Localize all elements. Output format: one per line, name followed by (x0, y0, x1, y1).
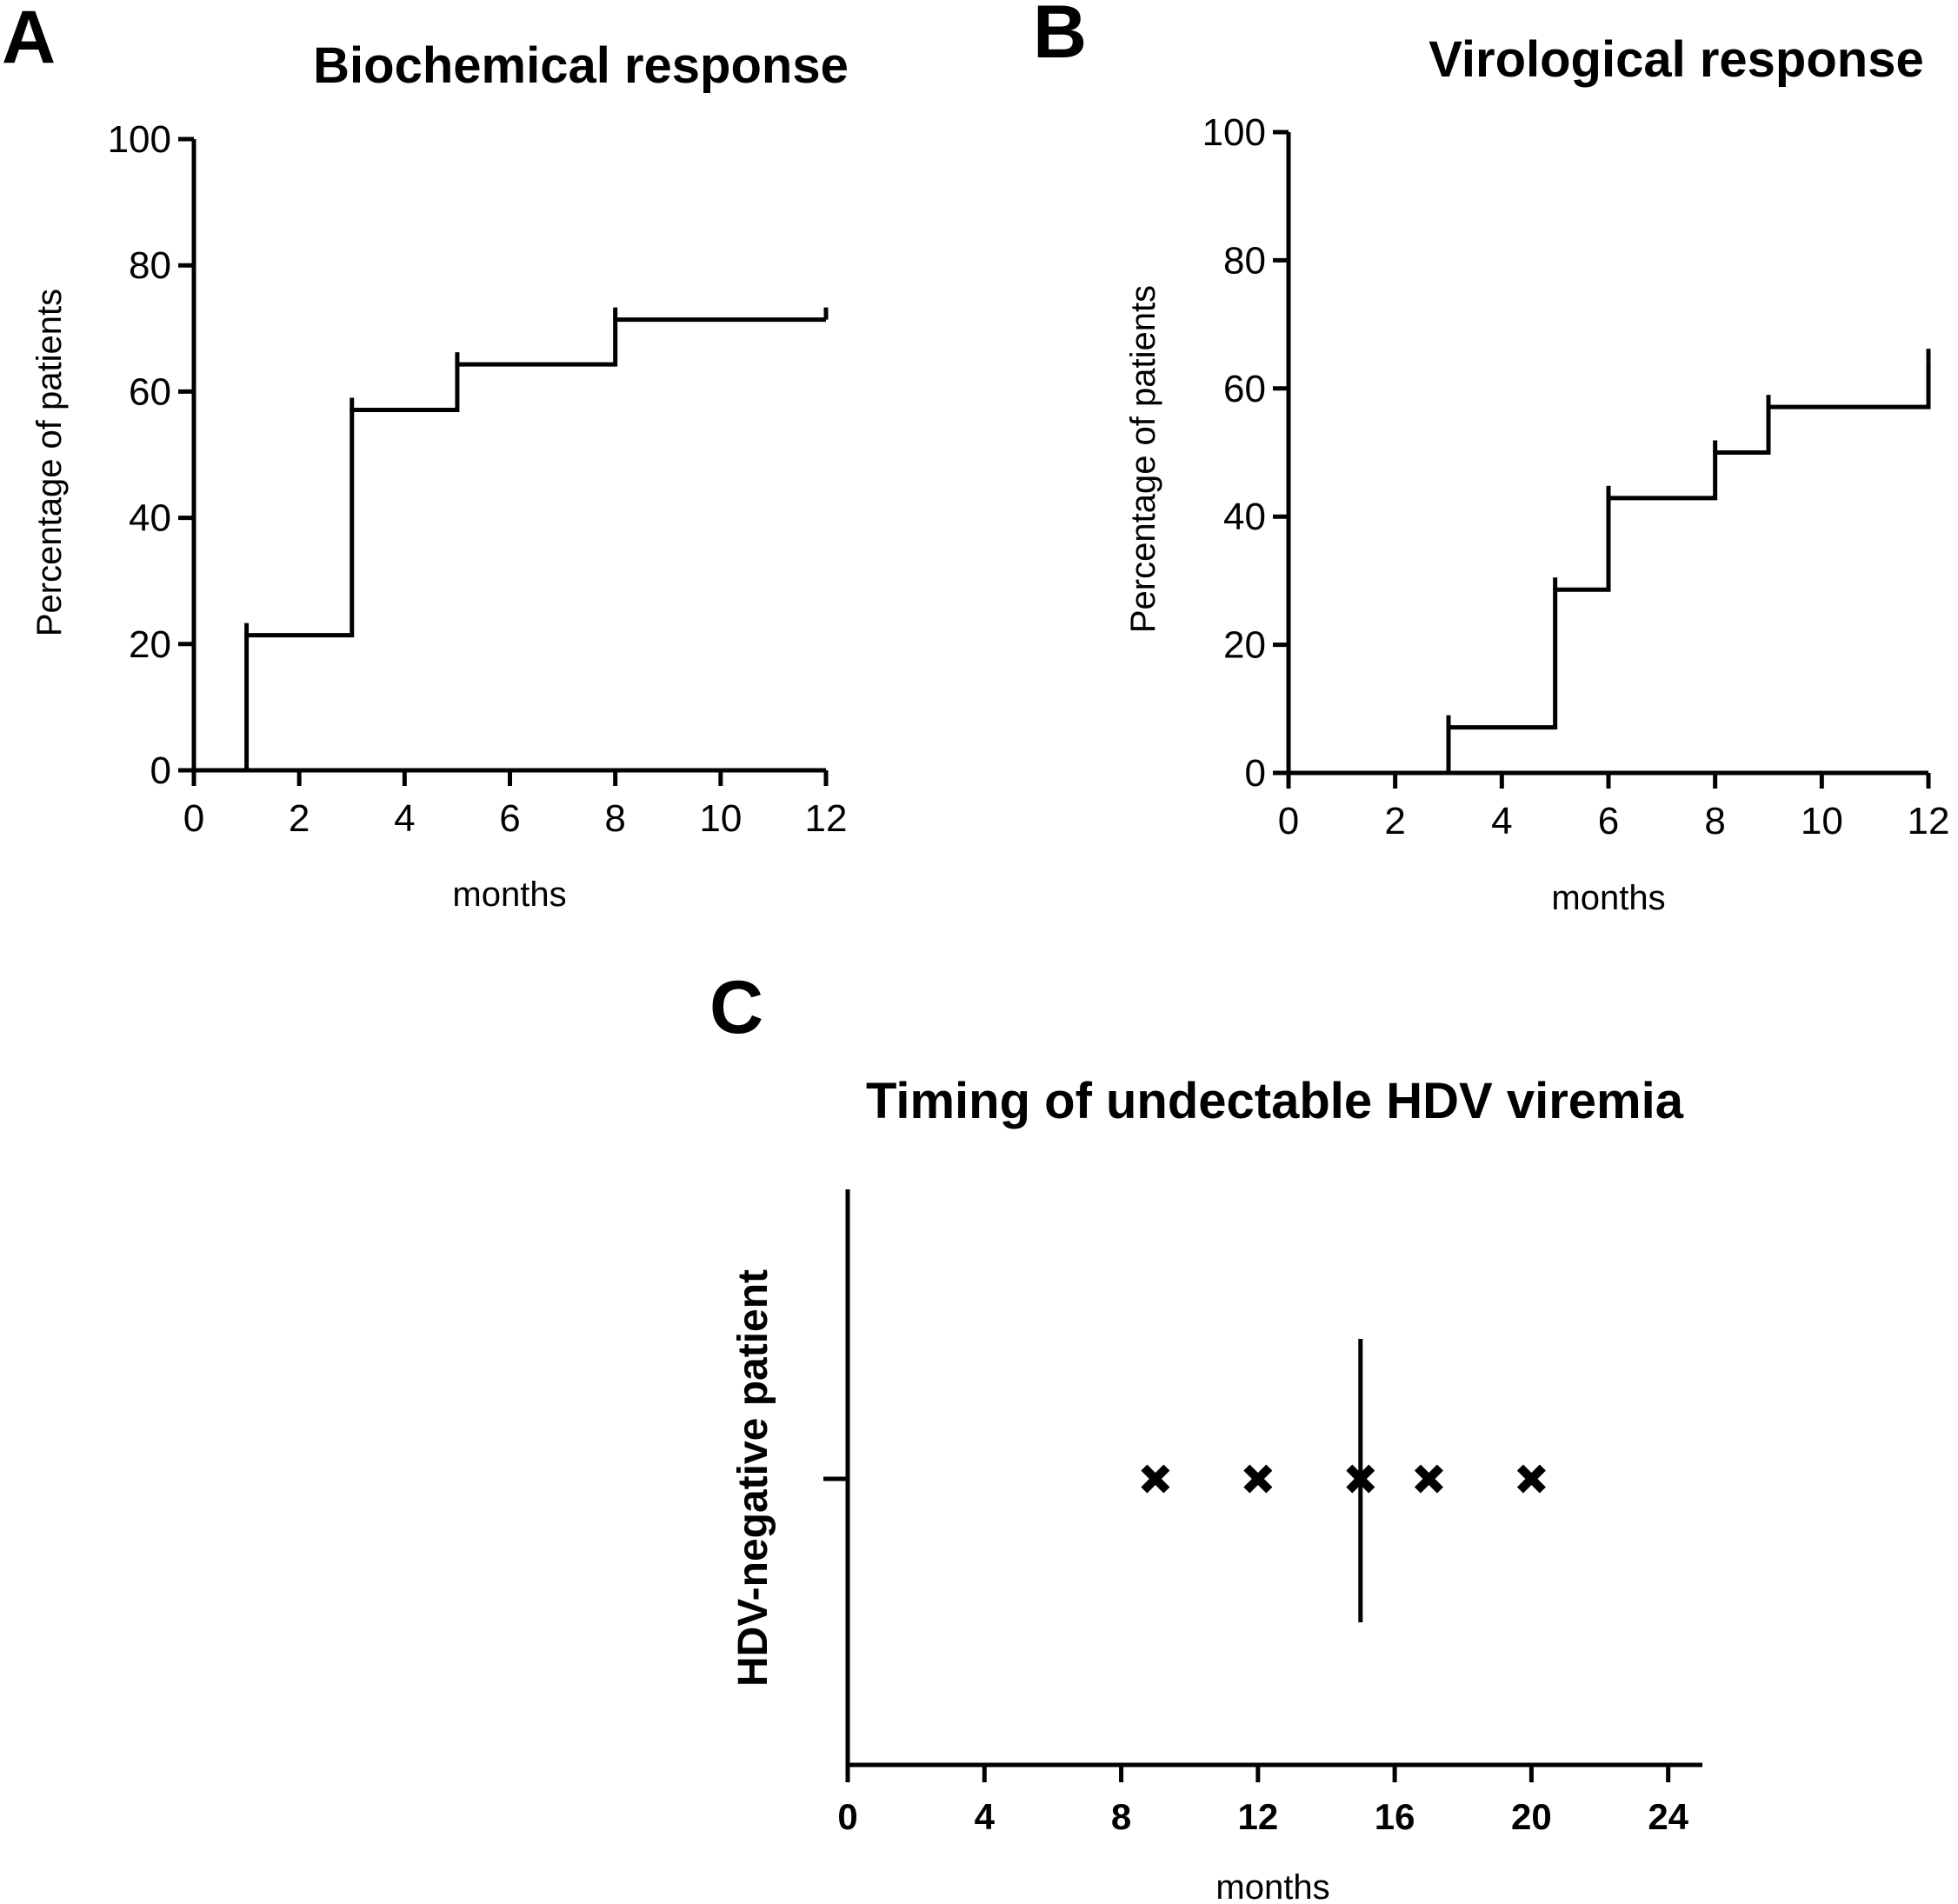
x-tick-label: 20 (1511, 1796, 1552, 1837)
y-tick-label: 20 (1223, 624, 1266, 667)
x-tick-label: 6 (499, 797, 520, 840)
y-tick-label: 40 (129, 497, 171, 540)
x-tick-label: 2 (1384, 800, 1405, 842)
panel-b: B Virological response Percentage of pat… (1033, 0, 1949, 917)
y-tick-label: 0 (150, 749, 171, 792)
x-tick-label: 2 (289, 797, 310, 840)
x-tick-label: 4 (1491, 800, 1512, 842)
panel-letter-b: B (1033, 0, 1087, 74)
y-tick-label: 40 (1223, 496, 1266, 538)
data-point-x-marker (1516, 1464, 1546, 1494)
x-tick-label: 12 (805, 797, 848, 840)
data-point-x-marker (1141, 1464, 1170, 1494)
y-tick-label: 60 (129, 370, 171, 413)
panel-letter-c: C (709, 966, 763, 1049)
x-tick-label: 0 (183, 797, 204, 840)
x-tick-label: 24 (1648, 1796, 1688, 1837)
axes-b (1286, 132, 1928, 776)
chart-title-c: Timing of undectable HDV viremia (866, 1073, 1684, 1129)
x-tick-label: 0 (837, 1796, 857, 1837)
ticks-c: 0 4 8 12 16 20 24 (837, 1765, 1689, 1837)
series-a (194, 307, 829, 773)
x-tick-label: 6 (1598, 800, 1619, 842)
y-tick-label: 80 (129, 244, 171, 287)
axes-c (823, 1189, 1702, 1768)
x-axis-label-c: months (1215, 1868, 1329, 1904)
y-tick-label: 80 (1223, 239, 1266, 282)
x-tick-label: 12 (1908, 800, 1950, 842)
x-tick-label: 4 (394, 797, 415, 840)
data-point-x-marker (1243, 1464, 1273, 1494)
x-axis-label-a: months (452, 875, 566, 914)
x-tick-label: 8 (1704, 800, 1725, 842)
x-tick-label: 16 (1375, 1796, 1415, 1837)
panel-a: A Biochemical response Percentage of pat… (2, 0, 849, 914)
y-tick-label: 100 (1202, 111, 1266, 154)
x-tick-label: 10 (699, 797, 742, 840)
y-tick-label: 60 (1223, 368, 1266, 410)
chart-title-a: Biochemical response (313, 37, 849, 94)
chart-title-b: Virological response (1429, 31, 1923, 88)
series-c (1141, 1339, 1546, 1622)
step-curve (1289, 361, 1931, 776)
y-axis-label-a: Percentage of patients (30, 289, 69, 636)
panel-letter-a: A (2, 0, 56, 79)
series-b (1289, 349, 1931, 776)
y-tick-label: 100 (108, 118, 171, 161)
y-tick-label: 0 (1245, 752, 1266, 795)
x-tick-label: 8 (604, 797, 625, 840)
data-point-x-marker (1414, 1464, 1443, 1494)
x-tick-label: 10 (1801, 800, 1843, 842)
panel-c: C Timing of undectable HDV viremia HDV-n… (709, 966, 1702, 1904)
x-tick-label: 8 (1111, 1796, 1131, 1837)
y-axis-label-c: HDV-negative patient (730, 1269, 776, 1687)
x-tick-label: 12 (1237, 1796, 1278, 1837)
ticks-a: 0 20 40 60 80 100 0 2 4 6 8 10 12 (108, 118, 848, 840)
x-tick-label: 4 (975, 1796, 996, 1837)
x-tick-label: 0 (1278, 800, 1299, 842)
data-point-x-marker (1346, 1464, 1375, 1494)
ticks-b: 0 20 40 60 80 100 0 2 4 6 8 10 12 (1202, 111, 1950, 842)
axes-a (191, 139, 826, 773)
y-axis-label-b: Percentage of patients (1124, 285, 1162, 633)
x-axis-label-b: months (1551, 879, 1665, 917)
y-tick-label: 20 (129, 623, 171, 666)
step-curve (194, 317, 826, 773)
